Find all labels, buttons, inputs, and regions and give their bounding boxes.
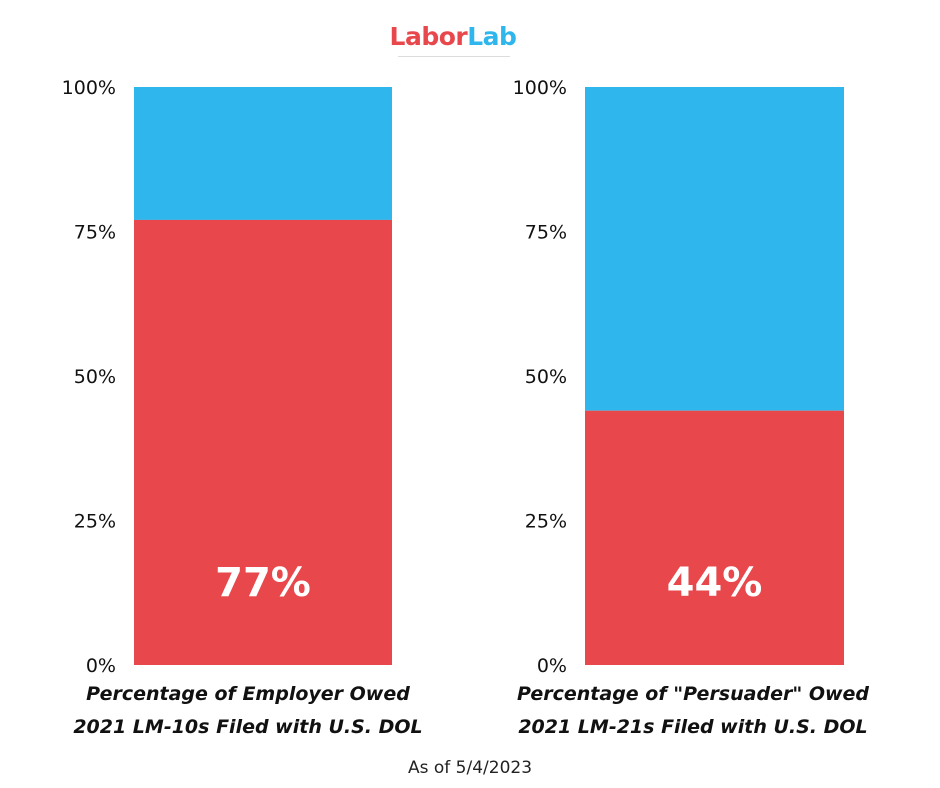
ytick-label: 25% [74, 511, 116, 533]
ytick-label: 50% [74, 366, 116, 388]
ytick-label: 0% [537, 655, 567, 677]
bar-remainder-1 [134, 87, 392, 220]
logo-labor-text: Labor [389, 22, 468, 51]
ytick-label: 75% [525, 222, 567, 244]
ytick-label: 25% [525, 511, 567, 533]
date-footnote: As of 5/4/2023 [407, 758, 533, 778]
laborlab-logo: LaborLab [0, 22, 906, 51]
x-axis-label-2: 2021 LM-21s Filed with U.S. DOL [518, 716, 867, 738]
ytick-label: 0% [86, 655, 116, 677]
ytick-label: 75% [74, 222, 116, 244]
ytick-label: 100% [62, 77, 116, 99]
ytick-label: 100% [513, 77, 567, 99]
ytick-label: 50% [525, 366, 567, 388]
logo-lab-text: Lab [467, 22, 517, 51]
bar-remainder-2 [585, 87, 844, 411]
x-axis-label-2: Percentage of "Persuader" Owed [517, 683, 869, 705]
x-axis-label-1: 2021 LM-10s Filed with U.S. DOL [73, 716, 422, 738]
bar-filed-2 [585, 410, 844, 665]
bar-value-label-1: 77% [215, 560, 311, 606]
bar-value-label-2: 44% [667, 560, 763, 606]
x-axis-label-1: Percentage of Employer Owed [86, 683, 410, 705]
bar-filed-1 [134, 219, 392, 665]
logo-underline [398, 56, 510, 57]
